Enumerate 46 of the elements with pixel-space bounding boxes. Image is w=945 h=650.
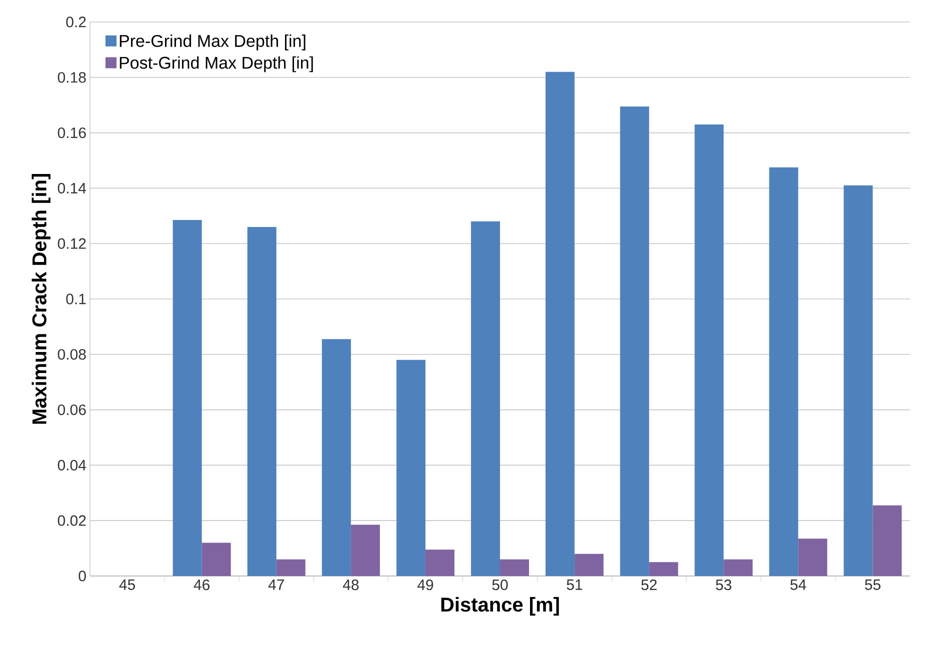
x-tick-label: 54 [790, 580, 806, 590]
x-tick-label: 47 [268, 580, 284, 590]
x-tick-label: 52 [641, 580, 657, 590]
x-tick-label: 50 [492, 580, 508, 590]
bar [620, 106, 650, 576]
bar [872, 505, 902, 576]
y-tick-label: 0.12 [58, 238, 86, 249]
x-tick-label: 46 [194, 580, 210, 590]
bar [574, 554, 604, 576]
bar [350, 524, 380, 576]
y-axis-title: Maximum Crack Depth [in] [32, 174, 50, 424]
bar [396, 360, 426, 576]
bar [649, 562, 678, 576]
bar [425, 550, 454, 576]
y-tick-label: 0.14 [58, 182, 86, 194]
bar [202, 542, 231, 576]
x-tick-label: 48 [342, 580, 359, 590]
bar [724, 559, 753, 576]
bar [322, 339, 351, 576]
y-tick-label: 0.16 [58, 127, 86, 138]
bar [276, 559, 306, 576]
legend-label: Post-Grind Max Depth [in] [120, 56, 313, 72]
y-tick-label: 0.2 [66, 16, 86, 28]
y-tick-label: 0.1 [66, 294, 86, 304]
x-tick-label: 45 [119, 580, 135, 590]
bar [546, 72, 575, 576]
bar [471, 221, 500, 576]
y-tick-label: 0.04 [58, 460, 86, 470]
bar [247, 226, 276, 576]
bar [172, 220, 202, 576]
y-tick-label: 0.02 [58, 515, 86, 526]
x-axis-title: Distance [m] [441, 597, 559, 616]
bar [769, 167, 798, 576]
y-tick-label: 0 [78, 570, 86, 582]
y-tick-label: 0.08 [58, 349, 86, 360]
y-tick-label: 0.18 [58, 72, 86, 83]
legend-label: Pre-Grind Max Depth [in] [120, 34, 306, 50]
x-tick-label: 49 [417, 580, 434, 590]
x-tick-label: 53 [716, 580, 732, 590]
bar [500, 559, 530, 576]
bar [844, 185, 873, 576]
bar [798, 538, 828, 576]
x-tick-label: 51 [566, 580, 582, 590]
x-tick-label: 55 [864, 580, 880, 590]
bar [694, 124, 724, 576]
y-tick-label: 0.06 [58, 404, 86, 416]
